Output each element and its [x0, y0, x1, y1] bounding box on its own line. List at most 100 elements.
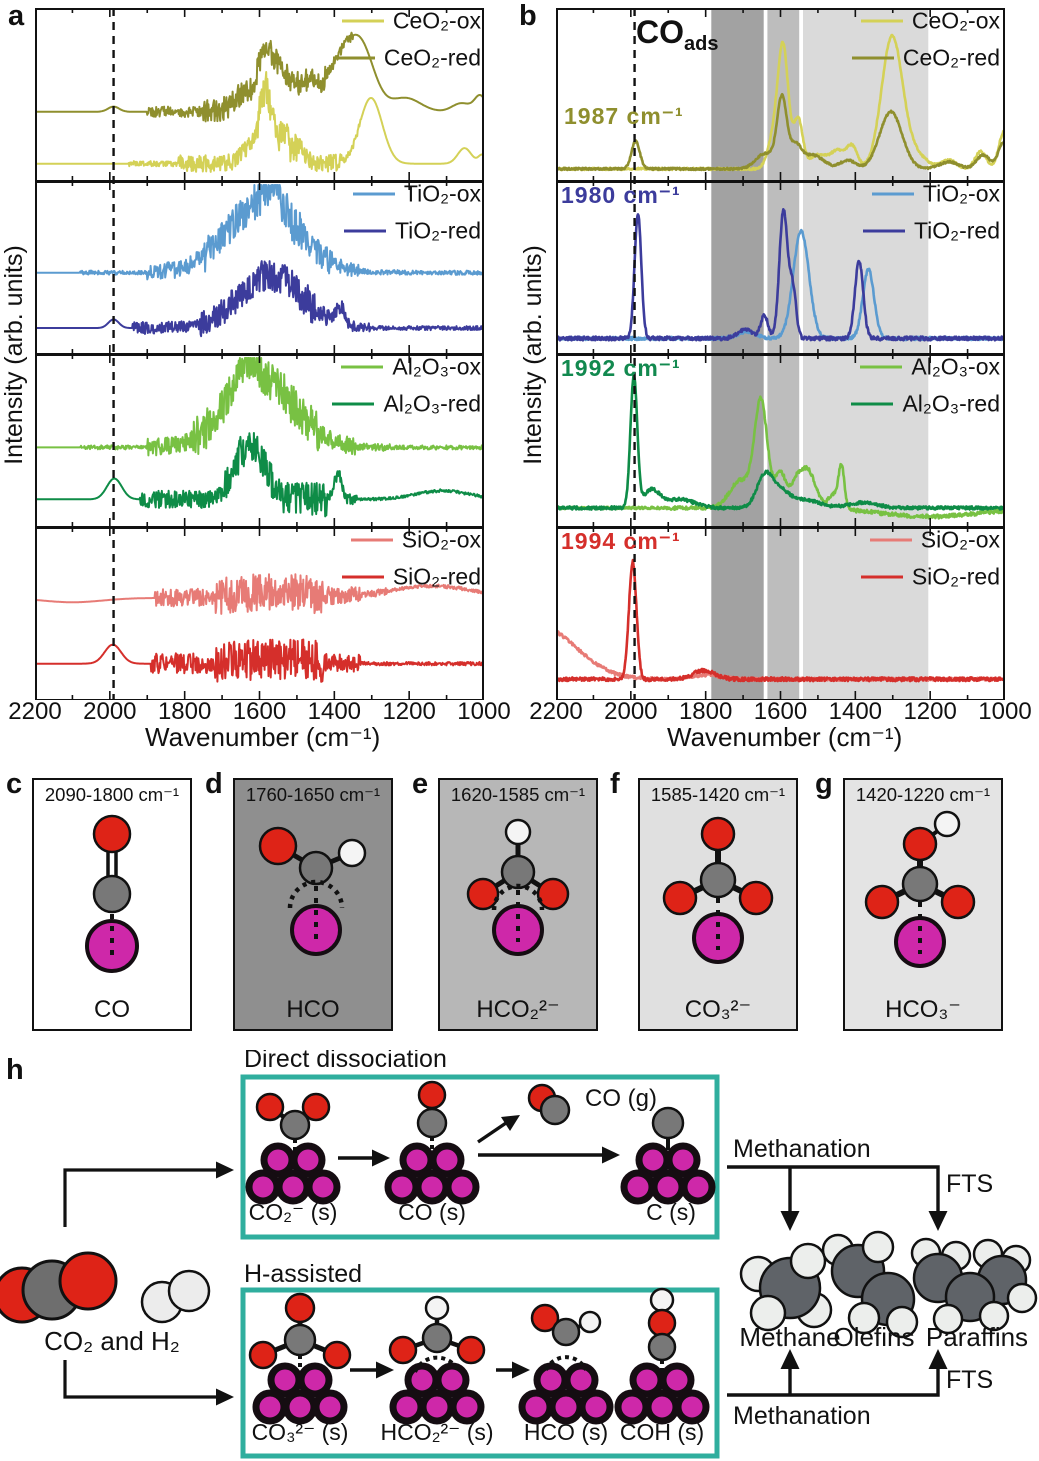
carbon-adsorbed-molecule	[651, 1106, 685, 1150]
legend-label: TiO₂-red	[913, 217, 1000, 244]
legend-swatch	[860, 365, 903, 369]
step-hco2-label: HCO₂²⁻ (s)	[380, 1419, 493, 1445]
legend-label: Al₂O₃-red	[383, 390, 481, 417]
panel-a-y-axis-label: Intensity (arb. units)	[0, 245, 28, 465]
legend-item-SiO₂-ox: SiO₂-ox	[350, 526, 481, 554]
molecule-panel-co3: 1585-1420 cm⁻¹ CO₃²⁻	[638, 778, 798, 1031]
panel-a-spectra	[35, 8, 484, 700]
legend-label: Al₂O₃-ox	[911, 353, 1000, 380]
co-ads-title: COads	[636, 14, 718, 55]
spectrum-CeO₂-red	[556, 92, 1005, 172]
legend-label: CeO₂-red	[902, 44, 1000, 71]
legend-item-SiO₂-red: SiO₂-red	[860, 564, 1000, 591]
spectrum-SiO₂-red	[556, 558, 1005, 683]
panel-label-b: b	[519, 0, 537, 32]
formula-co3: CO₃²⁻	[684, 996, 752, 1023]
legend-swatch	[341, 19, 384, 23]
co3-adsorbed-molecule	[248, 1292, 352, 1370]
molecule-panel-hco: 1760-1650 cm⁻¹ HCO	[233, 778, 393, 1031]
h-assisted-title: H-assisted	[244, 1260, 362, 1288]
legend-item-CeO₂-ox: CeO₂-ox	[860, 7, 1000, 35]
legend-label: CeO₂-ox	[911, 7, 1000, 34]
x-tick-label: 2000	[604, 698, 658, 725]
x-tick-label: 1000	[978, 698, 1032, 725]
spectrum-CeO₂-ox	[35, 71, 484, 173]
h-assisted-box	[240, 1287, 720, 1459]
x-tick-label: 2000	[83, 698, 137, 725]
legend-swatch	[352, 192, 395, 196]
arrow-cos-to-cs	[602, 1146, 620, 1164]
arrow-fts-down	[928, 1211, 948, 1231]
legend-item-CeO₂-red: CeO₂-red	[332, 44, 481, 72]
legend-label: TiO₂-red	[394, 217, 481, 244]
legend-swatch	[332, 56, 375, 60]
paraffins-molecule	[910, 1237, 1038, 1335]
spectrum-Al₂O₃-red	[35, 432, 484, 518]
molecule-panel-hco3: 1420-1220 cm⁻¹ HCO₃⁻	[843, 778, 1003, 1031]
legend-label: TiO₂-ox	[922, 180, 1000, 207]
hco-adsorbed-molecule	[530, 1303, 602, 1371]
legend-swatch	[860, 19, 903, 23]
co-gas-molecule	[527, 1083, 571, 1126]
panel-label-d: d	[205, 768, 223, 800]
direct-dissociation-box	[240, 1074, 720, 1240]
formula-hco3: HCO₃⁻	[885, 996, 961, 1023]
x-tick-label: 1400	[828, 698, 883, 725]
arrow-methanation-up	[780, 1349, 800, 1369]
x-tick-label: 1000	[457, 698, 511, 725]
arrow-methanation-down	[780, 1211, 800, 1231]
co2-molecule	[0, 1251, 118, 1324]
x-tick-label: 1400	[307, 698, 362, 725]
spectrum-Al₂O₃-ox	[35, 357, 484, 457]
panel-a-x-axis-label: Wavenumber (cm⁻¹)	[145, 722, 381, 752]
panel-b-x-axis-label: Wavenumber (cm⁻¹)	[667, 722, 903, 752]
formula-co: CO	[94, 996, 130, 1023]
spectrum-CeO₂-ox	[556, 33, 1005, 172]
legend-label: CeO₂-red	[383, 44, 481, 71]
arrow-to-direct	[216, 1161, 234, 1179]
hco3-molecule-diagram	[864, 810, 976, 968]
legend-label: SiO₂-ox	[401, 526, 481, 553]
methane-label: Methane	[739, 1322, 840, 1352]
co-ads-sub: ads	[684, 33, 719, 55]
methanation-top-label: Methanation	[733, 1135, 871, 1163]
arrow-co3-to-hco2	[376, 1361, 394, 1379]
x-tick-label: 1600	[232, 698, 287, 725]
molecule-panel-co: 2090-1800 cm⁻¹ CO	[32, 778, 192, 1031]
co-adsorbed-molecule	[416, 1080, 448, 1150]
co2-adsorbed-molecule	[255, 1092, 331, 1151]
wavenumber-range-g: 1420-1220 cm⁻¹	[855, 784, 991, 805]
panel-label-f: f	[610, 768, 620, 800]
x-tick-label: 1800	[678, 698, 733, 725]
spectrum-Al₂O₃-ox	[556, 395, 1005, 520]
formula-hco2: HCO₂²⁻	[476, 996, 560, 1023]
legend-item-SiO₂-ox: SiO₂-ox	[869, 527, 1000, 554]
step-co2s-label: CO₂⁻ (s)	[249, 1199, 338, 1225]
wavenumber-range-c: 2090-1800 cm⁻¹	[44, 784, 180, 805]
spectrum-SiO₂-red	[35, 638, 484, 683]
legend-swatch	[851, 56, 894, 60]
peak-label-al2o3: 1992 cm⁻¹	[561, 355, 681, 381]
legend-swatch	[343, 229, 386, 233]
legend-item-CeO₂-ox: CeO₂-ox	[341, 8, 481, 35]
reaction-scheme: CO₂ and H₂ Direct dissociation H-assiste…	[0, 1050, 1038, 1459]
peak-label-tio2: 1980 cm⁻¹	[561, 182, 681, 208]
direct-dissociation-title: Direct dissociation	[244, 1050, 447, 1073]
step-cs-label: C (s)	[646, 1199, 696, 1225]
legend-item-TiO₂-ox: TiO₂-ox	[352, 181, 481, 208]
legend-item-SiO₂-red: SiO₂-red	[341, 563, 481, 591]
legend-item-Al₂O₃-red: Al₂O₃-red	[332, 391, 481, 418]
legend-label: SiO₂-red	[392, 563, 481, 590]
hco2-molecule-diagram	[466, 818, 570, 956]
panel-label-a: a	[8, 0, 25, 32]
legend-swatch	[871, 192, 914, 196]
x-tick-label: 2200	[8, 698, 62, 725]
olefins-label: Olefins	[834, 1322, 915, 1352]
arrow-co2s-to-cos	[372, 1149, 390, 1167]
x-tick-label: 1800	[157, 698, 212, 725]
panel-label-e: e	[412, 768, 429, 800]
wavenumber-range-d: 1760-1650 cm⁻¹	[245, 784, 381, 805]
legend-swatch	[869, 538, 912, 542]
formula-hco: HCO	[286, 996, 340, 1023]
